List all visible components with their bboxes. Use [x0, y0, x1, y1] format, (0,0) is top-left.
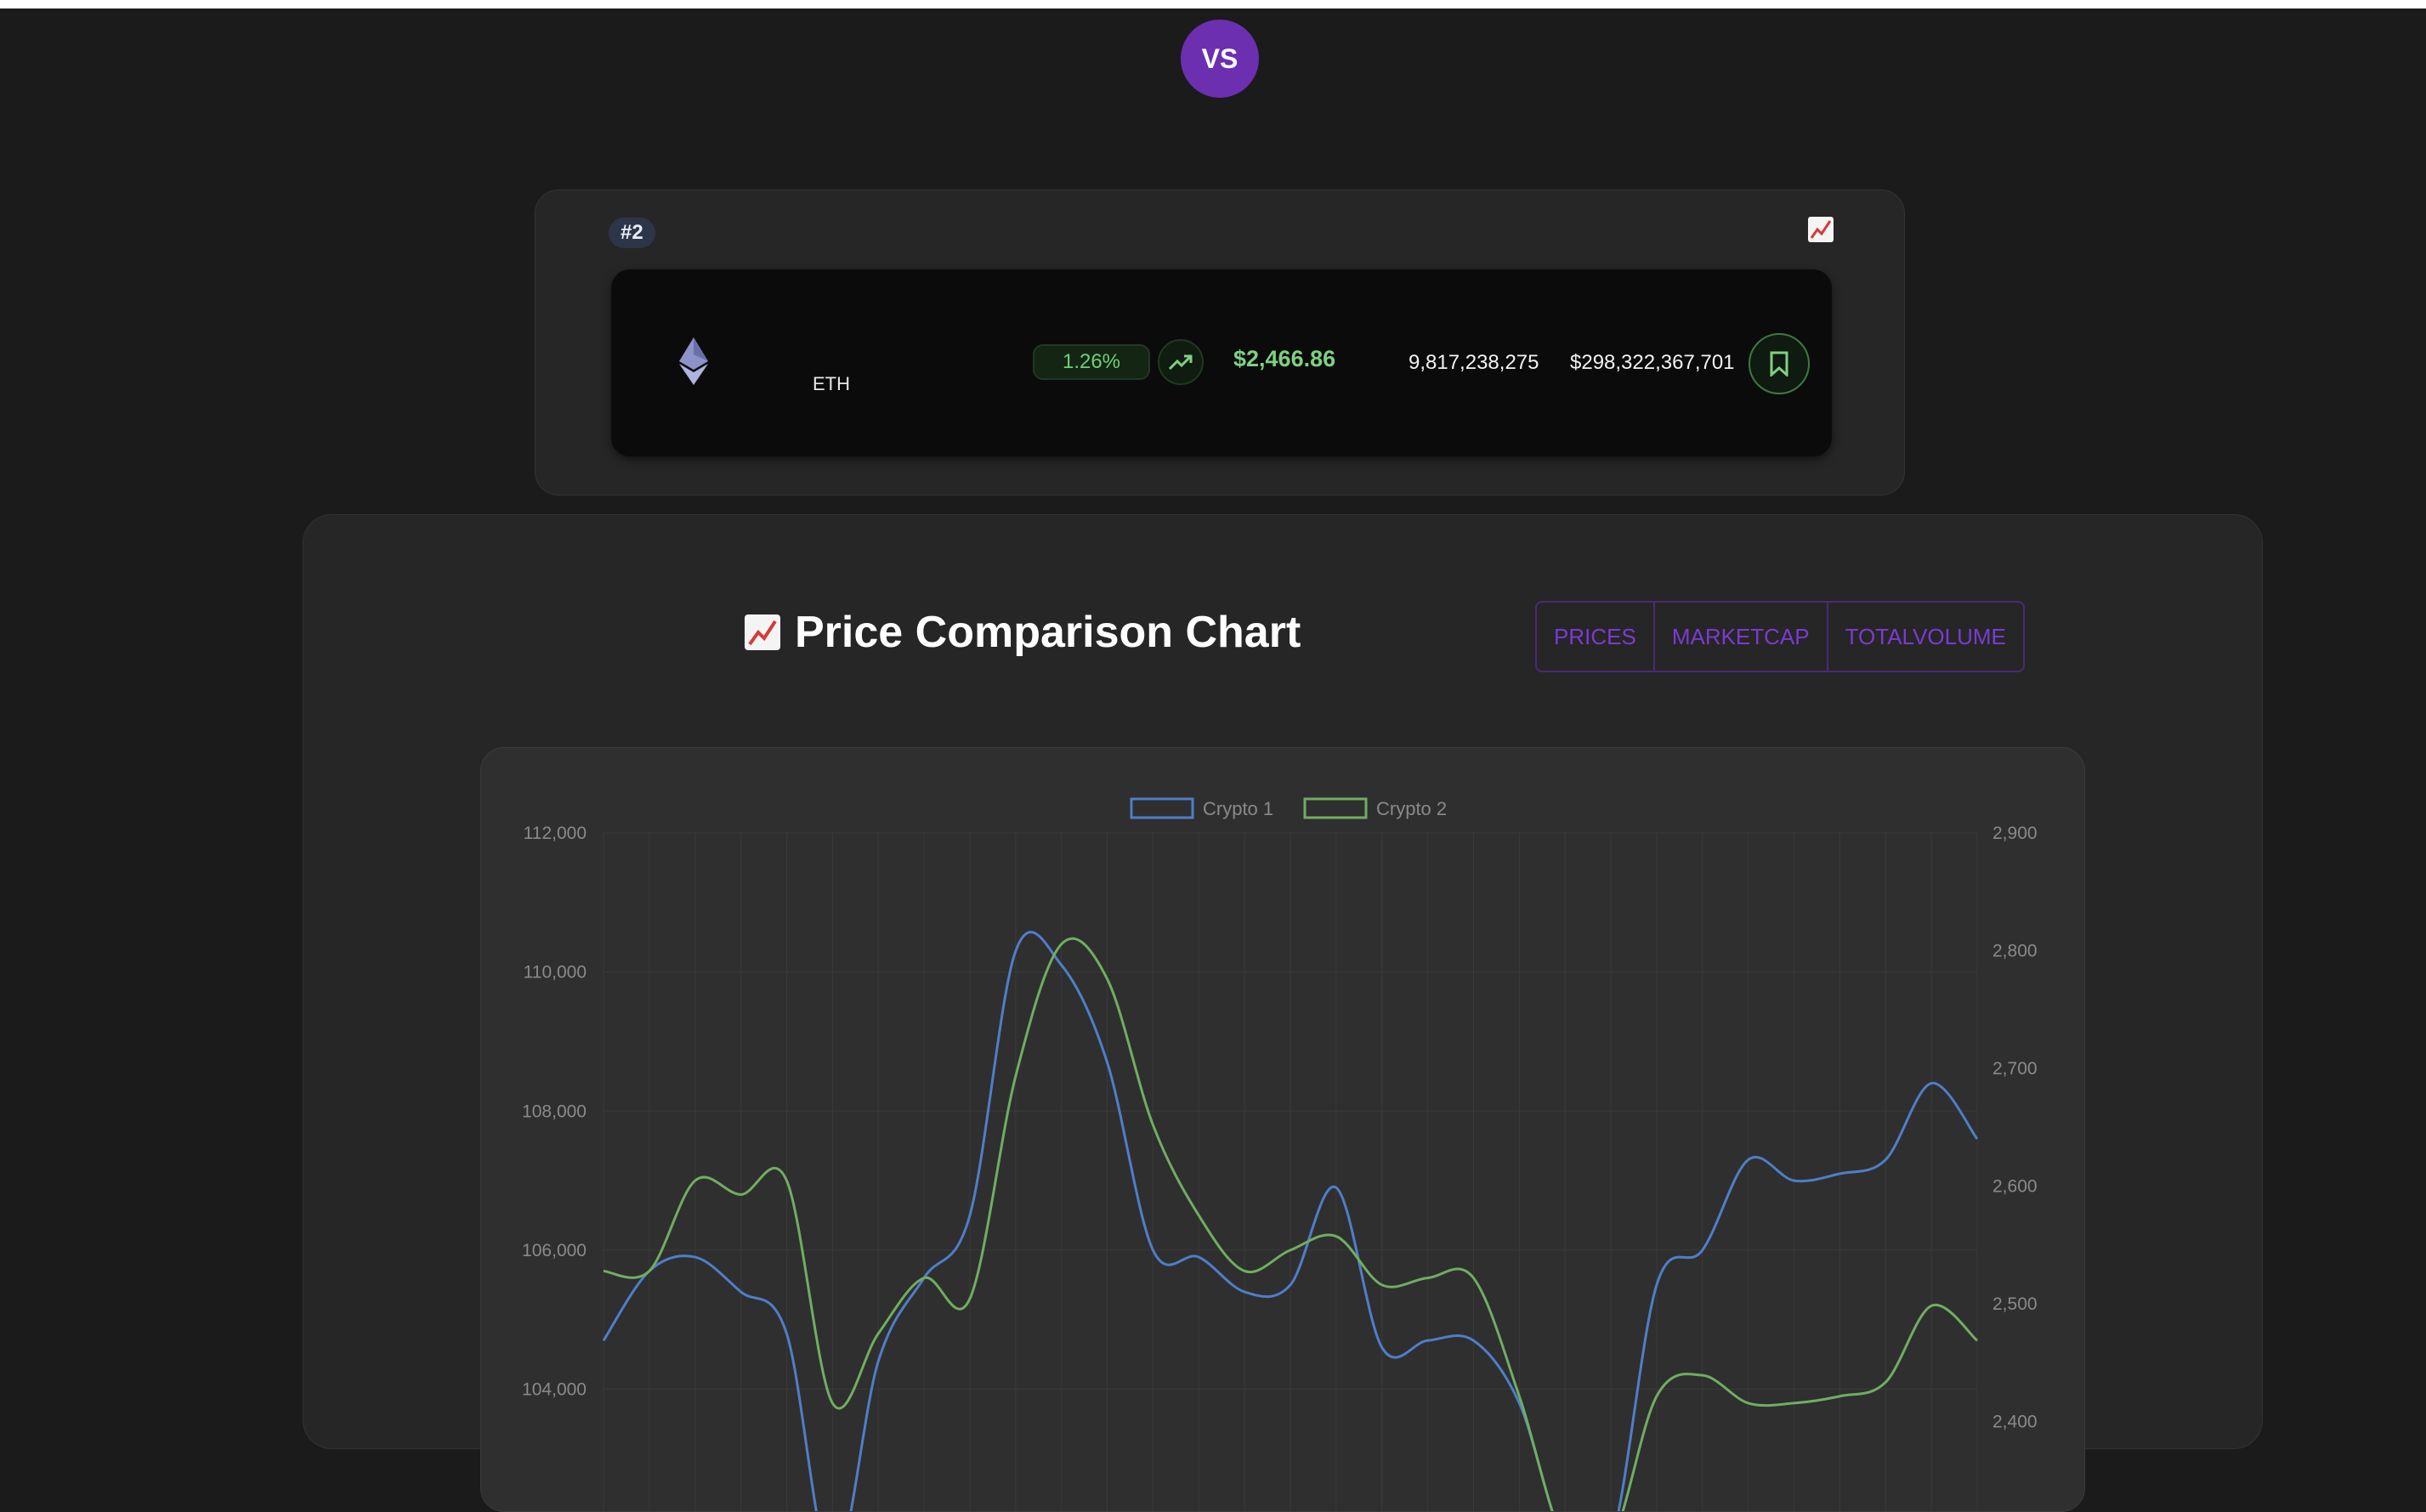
coin-row[interactable]: ETH 1.26% $2,466.86 9,817,238,275 $298,3…: [611, 269, 1832, 456]
line-chart: 112,000110,000108,000106,000104,000102,0…: [480, 747, 2085, 1512]
rank-badge: #2: [609, 218, 655, 248]
bookmark-button[interactable]: [1749, 333, 1810, 394]
y-right-tick-label: 2,800: [1992, 941, 2038, 960]
legend-swatch: [1305, 799, 1366, 818]
tab-marketcap[interactable]: MARKETCAP: [1655, 603, 1828, 671]
y-left-tick-label: 106,000: [522, 1241, 587, 1260]
change-percent-badge: 1.26%: [1033, 344, 1150, 380]
y-left-tick-label: 112,000: [524, 824, 587, 843]
legend-label: Crypto 2: [1376, 798, 1447, 819]
trending-up-icon: [1168, 354, 1193, 371]
bookmark-icon: [1769, 351, 1789, 377]
chart-title: Price Comparison Chart: [795, 607, 1301, 658]
top-strip: [0, 0, 2426, 8]
chart-increasing-icon: [742, 612, 783, 653]
y-left-tick-label: 104,000: [522, 1380, 587, 1400]
coin-market-cap: $298,322,367,701: [1570, 351, 1735, 375]
legend-swatch: [1131, 799, 1193, 818]
y-right-tick-label: 2,500: [1992, 1294, 2038, 1314]
chart-svg: 112,000110,000108,000106,000104,000102,0…: [481, 748, 2085, 1512]
tab-totalvolume[interactable]: TOTALVOLUME: [1828, 603, 2023, 671]
y-right-tick-label: 2,900: [1992, 824, 2038, 843]
y-right-tick-label: 2,600: [1992, 1176, 2038, 1196]
coin-symbol: ETH: [813, 373, 850, 395]
coin-price: $2,466.86: [1233, 346, 1335, 372]
coin-card: #2 ETH 1.26% $2,466.86 9,817,238,275 $29…: [535, 190, 1905, 496]
vs-badge: VS: [1181, 20, 1259, 98]
legend-label: Crypto 1: [1203, 798, 1273, 819]
coin-volume: 9,817,238,275: [1409, 351, 1539, 375]
chart-type-toggle: PRICES MARKETCAP TOTALVOLUME: [1535, 601, 2025, 672]
y-left-tick-label: 110,000: [524, 963, 587, 983]
ethereum-logo-icon: [679, 337, 708, 385]
chart-increasing-icon[interactable]: [1805, 214, 1836, 245]
y-right-tick-label: 2,400: [1992, 1412, 2038, 1431]
trending-up-button[interactable]: [1158, 339, 1204, 385]
chart-panel: Price Comparison Chart PRICES MARKETCAP …: [303, 514, 2263, 1449]
y-left-tick-label: 108,000: [522, 1101, 587, 1121]
y-right-tick-label: 2,700: [1992, 1059, 2038, 1079]
chart-heading: Price Comparison Chart: [742, 607, 1301, 658]
tab-prices[interactable]: PRICES: [1537, 603, 1655, 671]
